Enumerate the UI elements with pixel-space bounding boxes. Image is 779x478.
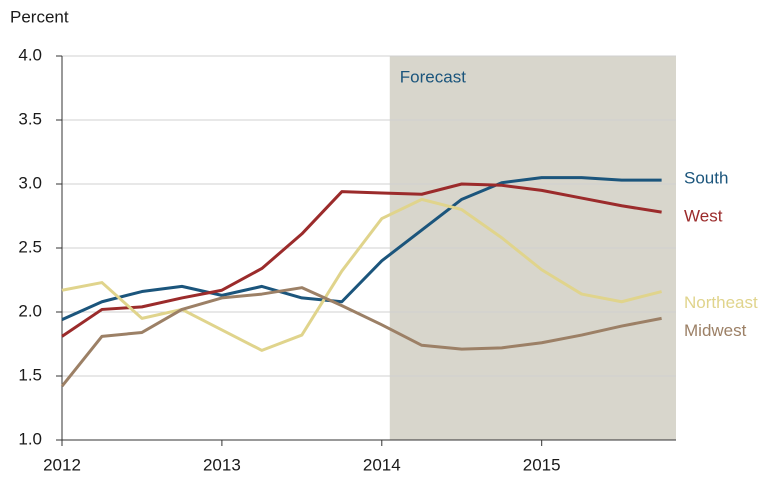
series-line (61, 197, 662, 352)
series-line (61, 182, 662, 338)
y-tick-label: 1.5 (18, 365, 42, 384)
series-label: Midwest (684, 321, 747, 340)
series-label: Northeast (684, 293, 758, 312)
forecast-label: Forecast (400, 67, 466, 86)
x-tick-label: 2013 (203, 455, 241, 474)
y-tick-label: 3.0 (18, 173, 42, 192)
series-line (61, 176, 662, 322)
x-tick-label: 2014 (363, 455, 401, 474)
y-tick-label: 2.5 (18, 237, 42, 256)
x-tick-label: 2015 (523, 455, 561, 474)
y-tick-label: 1.0 (18, 429, 42, 448)
series-label: South (684, 169, 728, 188)
y-axis-label: Percent (10, 7, 69, 26)
series-label: West (684, 207, 723, 226)
y-tick-label: 4.0 (18, 45, 42, 64)
x-tick-label: 2012 (43, 455, 81, 474)
series-line (60, 286, 662, 388)
y-tick-label: 2.0 (18, 301, 42, 320)
y-tick-label: 3.5 (18, 109, 42, 128)
